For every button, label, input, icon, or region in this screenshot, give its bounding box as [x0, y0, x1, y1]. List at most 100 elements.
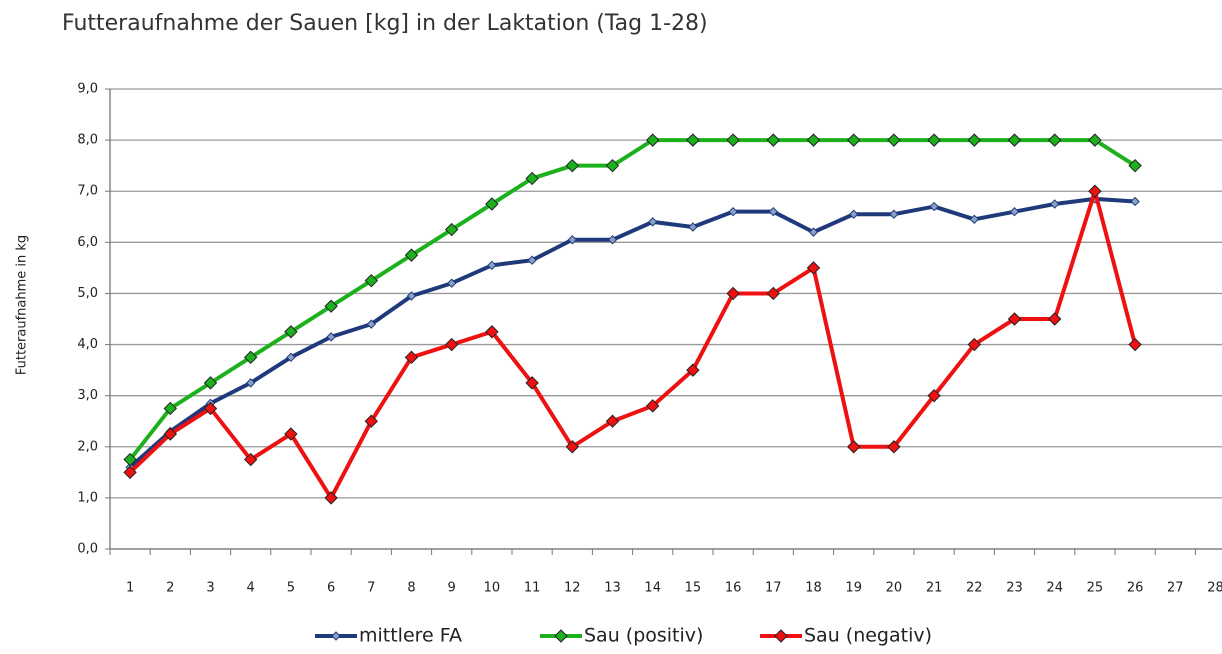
point — [163, 401, 178, 416]
point — [927, 388, 941, 403]
point — [245, 378, 256, 388]
x-tick-label: 4 — [247, 581, 255, 596]
y-tick-label: 7,0 — [77, 184, 98, 199]
point — [1130, 196, 1140, 207]
point — [123, 465, 137, 480]
point — [1007, 133, 1022, 147]
x-tick-label: 23 — [1006, 581, 1023, 596]
point — [1047, 312, 1062, 326]
point — [243, 452, 258, 467]
point — [647, 217, 658, 227]
y-tick-label: 6,0 — [77, 235, 98, 250]
y-tick-label: 4,0 — [77, 337, 98, 352]
x-tick-label: 1 — [126, 581, 134, 596]
point — [1009, 206, 1020, 217]
point — [1088, 184, 1102, 198]
point — [364, 414, 379, 428]
point — [688, 222, 698, 232]
x-tick-label: 26 — [1127, 581, 1144, 596]
point — [726, 286, 740, 301]
y-tick-label: 3,0 — [77, 388, 98, 403]
point — [527, 255, 537, 265]
x-tick-label: 21 — [926, 581, 943, 596]
y-tick-label: 8,0 — [77, 133, 98, 148]
point — [887, 440, 901, 454]
x-tick-label: 19 — [845, 581, 862, 596]
legend-marker — [554, 629, 568, 643]
point — [686, 363, 700, 377]
x-tick-label: 20 — [886, 581, 903, 596]
point — [967, 133, 982, 147]
legend-marker — [331, 631, 341, 641]
point — [889, 209, 899, 219]
series-line — [128, 196, 1136, 469]
point — [969, 214, 980, 225]
x-tick-label: 8 — [407, 581, 415, 596]
point — [1128, 158, 1142, 173]
point — [487, 260, 497, 271]
x-tick-label: 10 — [484, 581, 501, 596]
point — [324, 491, 338, 505]
point — [927, 133, 941, 147]
point — [766, 133, 781, 147]
point — [726, 133, 740, 147]
point — [243, 350, 258, 365]
point — [605, 414, 620, 428]
point — [607, 235, 618, 245]
point — [163, 427, 178, 441]
x-tick-label: 16 — [725, 581, 742, 596]
point — [848, 209, 859, 219]
point — [404, 248, 419, 262]
point — [366, 319, 377, 329]
point — [324, 299, 338, 313]
point — [929, 201, 939, 212]
point — [766, 286, 781, 301]
x-tick-label: 5 — [287, 581, 295, 596]
x-tick-label: 13 — [604, 581, 621, 596]
point — [525, 376, 539, 390]
point — [203, 376, 218, 390]
x-tick-label: 25 — [1087, 581, 1104, 596]
point — [728, 206, 738, 217]
x-tick-label: 11 — [524, 581, 541, 596]
point — [565, 440, 580, 454]
point — [525, 171, 539, 186]
point — [284, 427, 298, 441]
y-tick-label: 9,0 — [77, 82, 98, 97]
point — [567, 235, 578, 245]
point — [806, 133, 821, 147]
x-tick-label: 6 — [327, 581, 335, 596]
point — [645, 133, 660, 147]
x-tick-label: 28 — [1207, 581, 1222, 596]
y-tick-label: 2,0 — [77, 439, 98, 454]
point — [485, 325, 499, 339]
point — [1007, 312, 1022, 326]
point — [967, 337, 982, 352]
x-tick-label: 27 — [1167, 581, 1184, 596]
point — [846, 133, 861, 147]
point — [203, 401, 218, 416]
point — [444, 222, 459, 237]
x-tick-label: 2 — [166, 581, 174, 596]
point — [808, 227, 819, 237]
legend-label: Sau (negativ) — [804, 625, 932, 647]
point — [846, 440, 861, 454]
y-tick-label: 0,0 — [77, 542, 98, 557]
series-line — [128, 189, 1138, 500]
x-tick-label: 24 — [1046, 581, 1063, 596]
point — [1128, 337, 1142, 352]
y-tick-label: 5,0 — [77, 286, 98, 301]
point — [446, 278, 457, 288]
point — [364, 273, 379, 288]
x-tick-label: 17 — [765, 581, 782, 596]
point — [406, 291, 417, 301]
x-tick-label: 12 — [564, 581, 581, 596]
point — [404, 350, 419, 365]
point — [123, 452, 137, 467]
point — [284, 325, 298, 339]
x-tick-label: 7 — [367, 581, 375, 596]
legend-marker — [774, 629, 788, 643]
point — [645, 399, 660, 413]
point — [286, 352, 296, 363]
